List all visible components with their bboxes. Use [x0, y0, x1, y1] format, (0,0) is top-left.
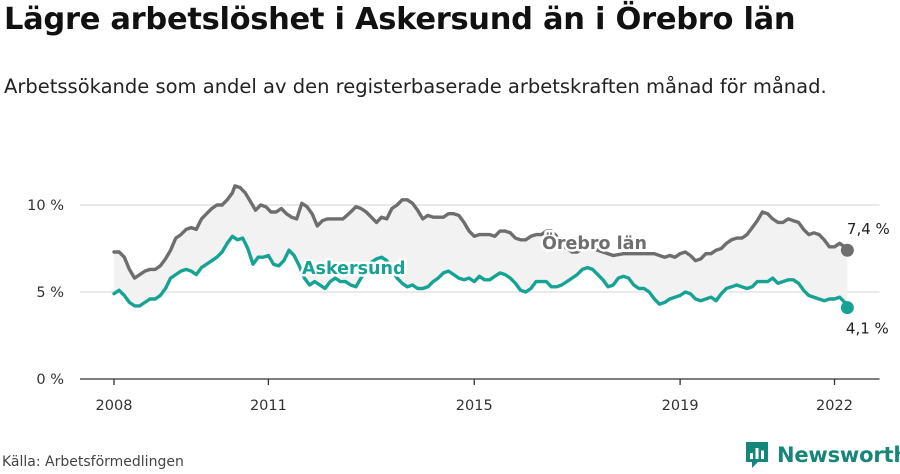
x-tick-label: 2011: [250, 398, 287, 414]
grid-lines: [80, 204, 880, 293]
chart-subtitle: Arbetssökande som andel av den registerb…: [4, 75, 827, 98]
orebro-end-label: 7,4 %: [847, 220, 890, 238]
y-tick-label: 5 %: [36, 285, 64, 301]
x-tick-label: 2008: [96, 398, 133, 414]
source-note: Källa: Arbetsförmedlingen: [2, 454, 184, 470]
difference-band: [114, 185, 848, 308]
orebro-line: [112, 184, 850, 280]
x-tick-label: 2022: [816, 398, 853, 414]
difference-band-area: [114, 185, 848, 308]
brand-name: Newsworthy: [777, 443, 900, 467]
brand-logo[interactable]: Newsworthy: [744, 440, 900, 470]
askersund-series-label: Askersund: [302, 259, 406, 279]
axes: 0 % 5 % 10 % 2008 2011 2015 2019 2022: [27, 198, 880, 414]
orebro-series-label-halo: Örebro län: [542, 232, 647, 254]
line-chart: 0 % 5 % 10 % 2008 2011 2015 2019 2022 7,4 % 4,1 …: [27, 184, 890, 414]
y-tick-label: 10 %: [27, 198, 64, 214]
askersund-series-label-halo: Askersund: [302, 259, 406, 279]
y-tick-label: 0 %: [36, 372, 64, 388]
bar-chart-logo-icon: [746, 442, 768, 468]
x-tick-label: 2019: [662, 398, 699, 414]
orebro-series-label: Örebro län: [542, 232, 647, 254]
chart-title: Lägre arbetslöshet i Askersund än i Öreb…: [4, 2, 796, 37]
askersund-end-point: [840, 301, 854, 315]
series-lines: [112, 184, 854, 315]
askersund-line: [112, 234, 850, 310]
orebro-end-point: [840, 243, 854, 257]
x-tick-label: 2015: [456, 398, 493, 414]
askersund-end-label: 4,1 %: [846, 320, 889, 338]
